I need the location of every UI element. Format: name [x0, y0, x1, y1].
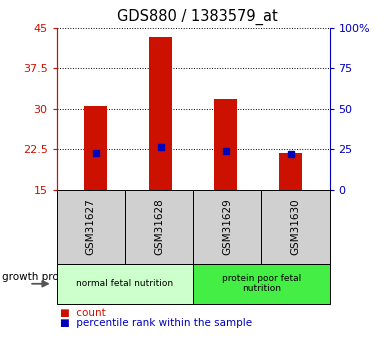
- Text: GDS880 / 1383579_at: GDS880 / 1383579_at: [117, 9, 277, 25]
- Text: GSM31628: GSM31628: [154, 198, 164, 255]
- Text: growth protocol: growth protocol: [2, 272, 84, 282]
- Text: ■  count: ■ count: [60, 308, 106, 318]
- Bar: [279, 153, 302, 190]
- Text: GSM31629: GSM31629: [222, 198, 232, 255]
- Text: protein poor fetal
nutrition: protein poor fetal nutrition: [222, 274, 301, 294]
- Bar: [214, 99, 237, 190]
- Text: GSM31627: GSM31627: [86, 198, 96, 255]
- Text: GSM31630: GSM31630: [291, 198, 300, 255]
- Bar: [84, 106, 107, 190]
- Bar: [149, 37, 172, 190]
- Text: ■  percentile rank within the sample: ■ percentile rank within the sample: [60, 318, 253, 327]
- Text: normal fetal nutrition: normal fetal nutrition: [76, 279, 174, 288]
